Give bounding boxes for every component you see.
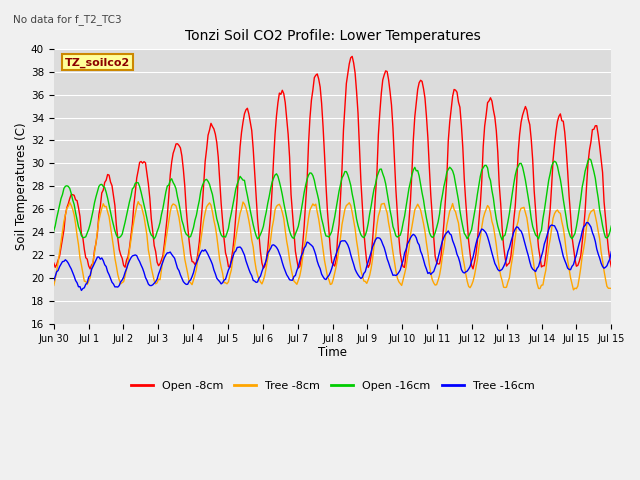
Legend: Open -8cm, Tree -8cm, Open -16cm, Tree -16cm: Open -8cm, Tree -8cm, Open -16cm, Tree -… xyxy=(126,376,539,396)
Tree -16cm xyxy=(449,238,456,243)
Open -16cm xyxy=(447,166,455,171)
Open -16cm xyxy=(532,232,540,238)
Open -16cm xyxy=(86,221,94,227)
Tree -8cm xyxy=(50,283,58,288)
Open -16cm xyxy=(50,228,58,234)
Y-axis label: Soil Temperatures (C): Soil Temperatures (C) xyxy=(15,122,28,250)
Open -8cm xyxy=(338,166,346,172)
Tree -16cm xyxy=(606,256,614,262)
Open -8cm xyxy=(533,228,541,233)
Open -16cm xyxy=(606,229,614,235)
Tree -16cm xyxy=(607,249,615,254)
Tree -16cm xyxy=(50,277,58,283)
Open -8cm xyxy=(86,266,94,272)
Tree -8cm xyxy=(607,286,615,291)
Open -16cm xyxy=(586,156,593,162)
Open -8cm xyxy=(451,86,458,92)
Tree -8cm xyxy=(532,273,540,278)
X-axis label: Time: Time xyxy=(318,347,347,360)
Tree -16cm xyxy=(88,266,95,272)
Line: Open -16cm: Open -16cm xyxy=(54,159,611,240)
Line: Open -8cm: Open -8cm xyxy=(54,56,611,269)
Open -16cm xyxy=(69,197,77,203)
Tree -8cm xyxy=(134,199,142,204)
Tree -8cm xyxy=(570,287,577,293)
Line: Tree -8cm: Tree -8cm xyxy=(54,202,611,290)
Tree -16cm xyxy=(338,238,346,244)
Tree -16cm xyxy=(583,220,591,226)
Tree -8cm xyxy=(338,222,346,228)
Tree -16cm xyxy=(532,269,540,275)
Open -16cm xyxy=(607,223,615,229)
Tree -8cm xyxy=(86,275,94,281)
Text: TZ_soilco2: TZ_soilco2 xyxy=(65,57,130,68)
Open -8cm xyxy=(607,264,615,270)
Tree -8cm xyxy=(449,201,456,206)
Text: No data for f_T2_TC3: No data for f_T2_TC3 xyxy=(13,14,122,25)
Open -8cm xyxy=(348,53,356,59)
Tree -16cm xyxy=(77,288,85,293)
Open -8cm xyxy=(88,262,95,268)
Tree -16cm xyxy=(69,270,77,276)
Open -16cm xyxy=(337,181,344,187)
Open -8cm xyxy=(606,257,614,263)
Title: Tonzi Soil CO2 Profile: Lower Temperatures: Tonzi Soil CO2 Profile: Lower Temperatur… xyxy=(185,29,481,43)
Open -8cm xyxy=(50,260,58,266)
Tree -8cm xyxy=(69,206,77,212)
Open -8cm xyxy=(69,192,77,198)
Line: Tree -16cm: Tree -16cm xyxy=(54,223,611,290)
Open -16cm xyxy=(499,237,506,243)
Tree -8cm xyxy=(606,286,614,291)
